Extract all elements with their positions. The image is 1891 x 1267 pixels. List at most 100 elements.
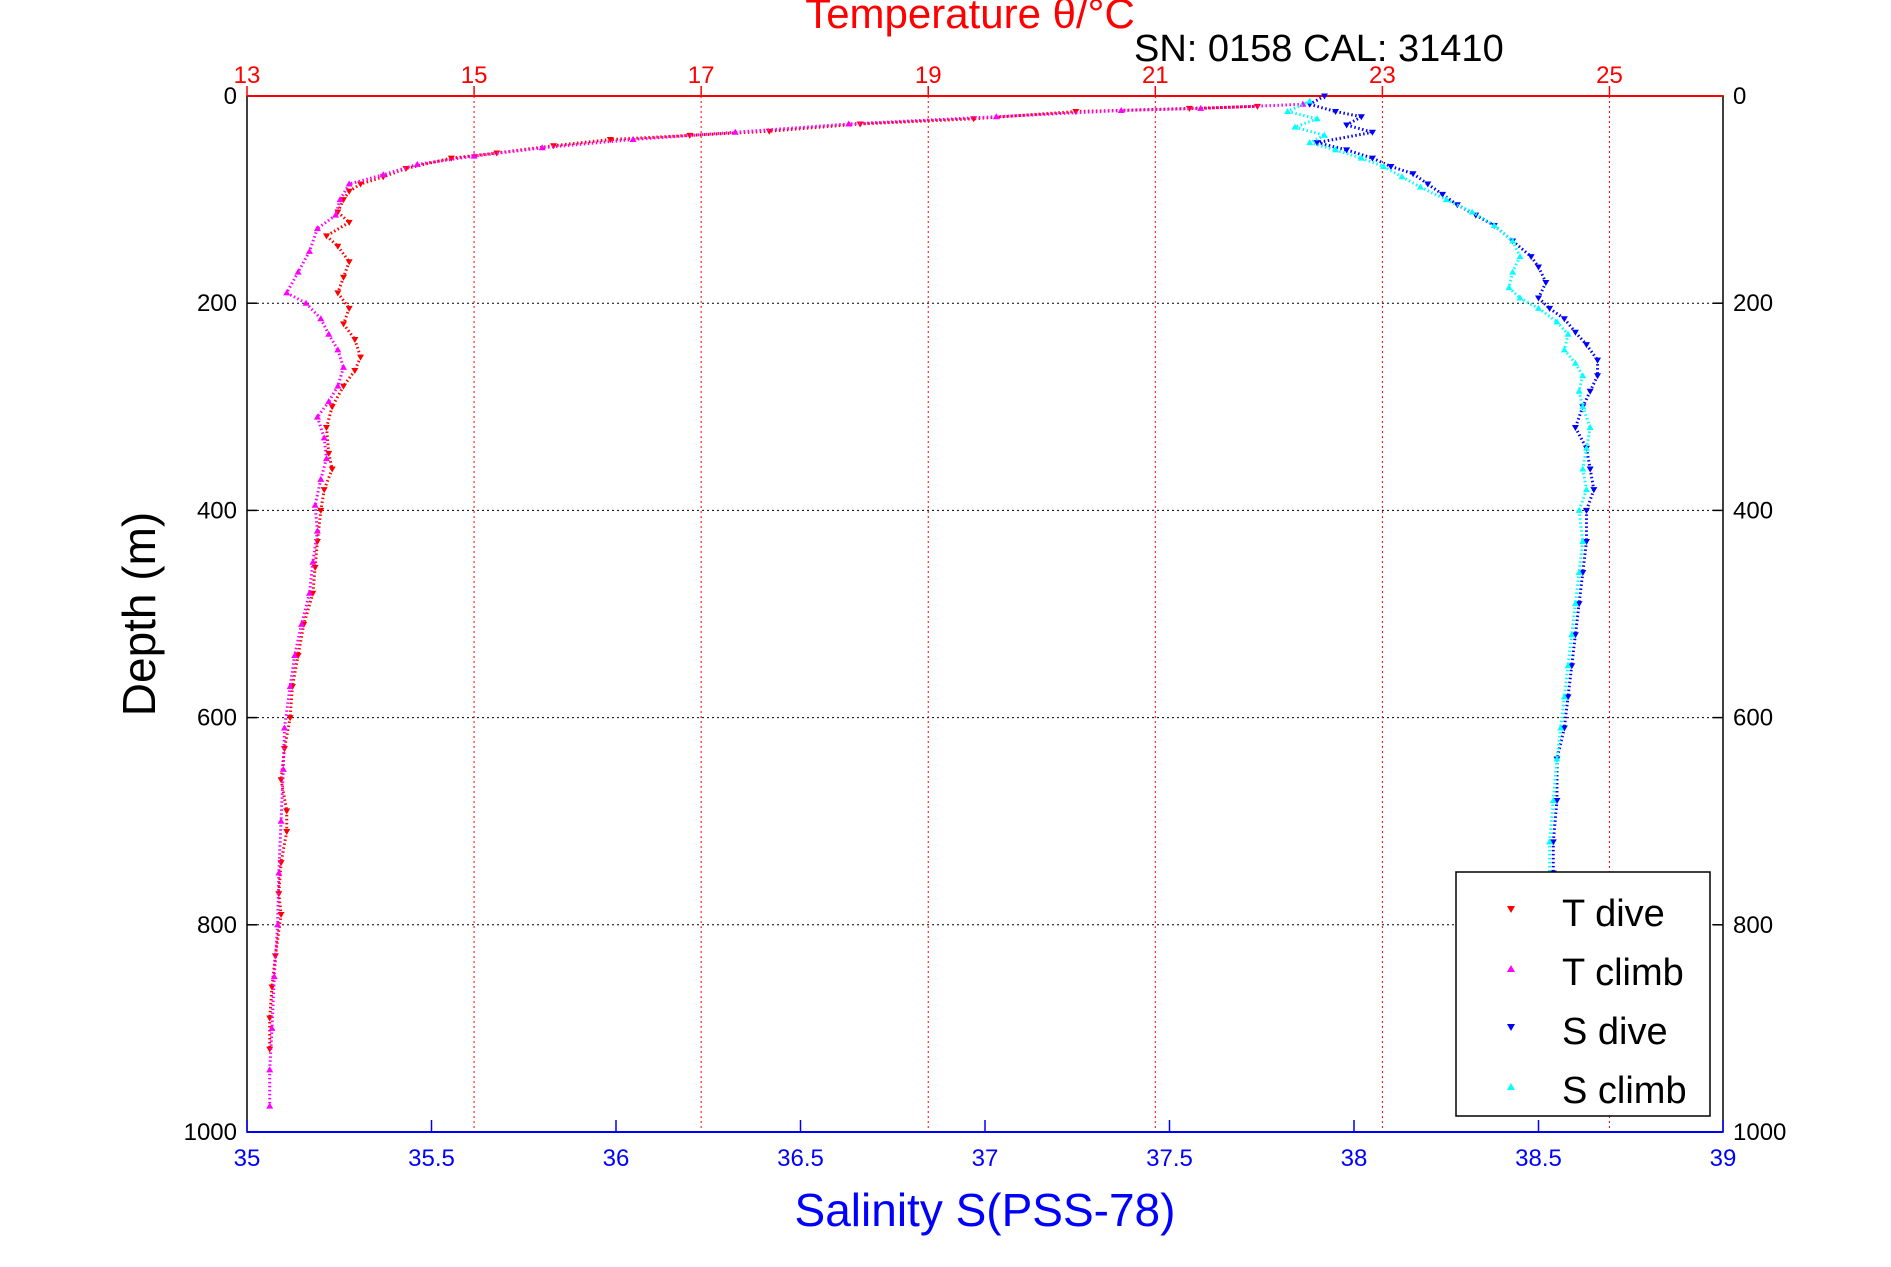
temperature-tick-label: 15	[461, 62, 488, 89]
s-climb-point	[1579, 372, 1587, 379]
s-climb-point	[1380, 162, 1388, 169]
s-climb-point	[1357, 154, 1365, 161]
t-climb-trace	[334, 199, 342, 216]
s-dive-trace	[1371, 156, 1392, 168]
t-dive-trace	[268, 986, 274, 1019]
s-climb-point	[1560, 693, 1568, 700]
legend-label-s-climb: S climb	[1562, 1070, 1687, 1112]
depth-tick-label-right: 800	[1733, 912, 1773, 939]
s-climb-trace	[1563, 348, 1577, 365]
t-climb-point	[302, 299, 310, 306]
series-t-dive	[266, 103, 1261, 1053]
t-dive-trace	[973, 110, 1076, 121]
salinity-tick-label: 35	[234, 1145, 261, 1172]
s-climb-point	[1490, 222, 1498, 228]
t-dive-trace	[279, 779, 289, 812]
t-climb-trace	[293, 624, 303, 656]
s-dive-trace	[1573, 406, 1585, 429]
t-climb-trace	[268, 1028, 274, 1070]
s-climb-point	[1560, 346, 1568, 353]
s-climb-point	[1509, 268, 1517, 275]
t-climb-point	[305, 247, 313, 254]
s-climb-trace	[1551, 758, 1559, 801]
t-climb-trace	[735, 122, 849, 134]
t-climb-point	[268, 1024, 276, 1031]
t-climb-point	[274, 921, 282, 928]
series-s-dive	[1306, 93, 1602, 877]
t-dive-trace	[336, 276, 345, 294]
s-climb-trace	[1445, 198, 1473, 214]
t-climb-trace	[327, 333, 340, 351]
t-dive-trace	[336, 245, 351, 263]
t-climb-point	[317, 315, 325, 322]
s-dive-trace	[1346, 148, 1373, 160]
s-dive-trace	[1309, 102, 1336, 113]
s-dive-trace	[1588, 468, 1596, 490]
t-climb-trace	[319, 458, 328, 480]
salinity-tick-label: 39	[1710, 1145, 1737, 1172]
t-dive-trace	[319, 489, 326, 511]
s-dive-trace	[1555, 727, 1566, 760]
t-climb-point	[313, 413, 321, 420]
temperature-tick-label: 23	[1369, 62, 1396, 89]
temperature-tick-label: 19	[915, 62, 942, 89]
salinity-tick-label: 38	[1341, 1145, 1368, 1172]
s-climb-trace	[1286, 99, 1311, 113]
s-climb-point	[1291, 123, 1299, 130]
t-climb-trace	[1121, 106, 1201, 113]
s-climb-point	[1442, 196, 1450, 203]
s-dive-trace	[1441, 193, 1459, 207]
t-dive-trace	[324, 427, 331, 454]
depth-tick-label-left: 0	[224, 83, 237, 110]
t-dive-trace	[860, 117, 974, 126]
t-climb-trace	[285, 271, 300, 294]
s-climb-point	[1313, 115, 1321, 122]
s-climb-trace	[1511, 255, 1522, 273]
salinity-tick-label: 36.5	[777, 1145, 824, 1172]
t-climb-point	[270, 973, 278, 980]
t-climb-point	[279, 765, 287, 772]
s-climb-trace	[1309, 141, 1336, 152]
legend-marker-t-climb	[1507, 965, 1515, 972]
t-dive-trace	[288, 686, 294, 718]
s-climb-point	[1575, 506, 1583, 513]
s-climb-trace	[1562, 333, 1570, 351]
t-climb-trace	[632, 130, 736, 142]
s-climb-trace	[1511, 240, 1522, 258]
s-climb-trace	[1577, 375, 1585, 392]
s-climb-trace	[1548, 800, 1555, 843]
t-climb-trace	[315, 416, 326, 439]
depth-tick-label-left: 600	[197, 705, 237, 732]
t-climb-point	[413, 160, 421, 167]
s-dive-trace	[1574, 331, 1588, 346]
s-climb-trace	[1581, 468, 1588, 490]
s-climb-point	[1564, 662, 1572, 669]
t-dive-trace	[302, 592, 315, 625]
s-climb-point	[1553, 755, 1561, 762]
s-climb-trace	[1335, 148, 1362, 160]
s-climb-trace	[1577, 541, 1585, 573]
legend-marker-s-climb	[1507, 1083, 1515, 1090]
s-climb-point	[1306, 139, 1314, 146]
t-climb-point	[1197, 104, 1205, 111]
s-climb-trace	[1584, 427, 1592, 449]
s-climb-point	[1571, 600, 1579, 607]
s-dive-trace	[1548, 307, 1566, 320]
t-climb-point	[538, 144, 546, 151]
s-climb-trace	[1294, 125, 1325, 137]
s-climb-trace	[1294, 117, 1318, 129]
t-dive-trace	[273, 914, 283, 957]
t-climb-trace	[382, 162, 418, 177]
t-dive-trace	[336, 291, 351, 310]
s-dive-trace	[1537, 266, 1548, 284]
t-climb-trace	[300, 592, 311, 625]
t-climb-trace	[327, 385, 340, 403]
s-dive-trace	[1308, 94, 1326, 106]
s-dive-trace	[1412, 172, 1429, 186]
salinity-axis-label: Salinity S(PSS-78)	[795, 1184, 1176, 1236]
s-dive-trace	[1588, 375, 1599, 392]
salinity-tick-label: 35.5	[408, 1145, 455, 1172]
t-climb-point	[266, 1066, 274, 1073]
t-climb-trace	[296, 250, 311, 273]
